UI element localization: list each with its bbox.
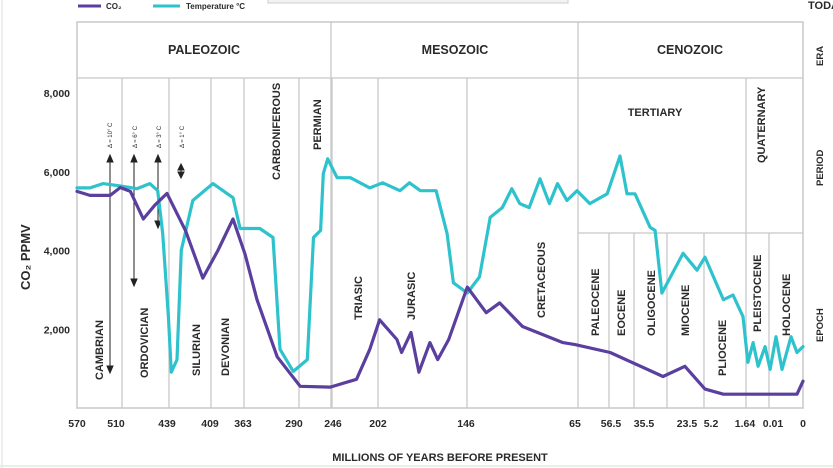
period-cretaceous: CRETACEOUS [536,242,548,318]
x-tick-label: 5.2 [704,418,719,430]
epoch-miocene: MIOCENE [680,285,692,336]
y-axis-label: CO₂ PPMV [18,224,33,290]
legend: CO₂ Temperature °C [78,2,245,11]
epoch-pliocene: PLIOCENE [717,320,729,376]
x-tick-label: 510 [107,418,125,430]
period-devonian: DEVONIAN [220,318,232,376]
x-tick-label: 35.5 [634,418,655,430]
x-tick-label: 246 [324,418,342,430]
x-tick-label: 290 [285,418,303,430]
epoch-oligocene: OLIGOCENE [646,270,658,336]
period-permian: PERMIAN [312,99,324,150]
y-tick-label: 8,000 [44,88,70,100]
x-axis-label: MILLIONS OF YEARS BEFORE PRESENT [332,452,548,464]
row-label-era: ERA [815,46,826,66]
chart-frame [76,21,804,409]
co2-line [75,185,805,396]
x-tick-label: 363 [234,418,252,430]
legend-temperature-label: Temperature °C [186,2,245,11]
period-ordovician: ORDOVICIAN [139,308,151,378]
arrow-heads-delta-6 [130,153,138,288]
annotation-delta-6: Δ ≈ 6° C [133,125,139,148]
annotation-delta-3: Δ ≈ 3° C [157,125,163,148]
epoch-paleocene: PALEOCENE [590,268,602,336]
x-tick-label: 146 [457,418,475,430]
geologic-timescale-grid [76,21,804,409]
x-tick-label: 23.5 [677,418,698,430]
period-tertiary: TERTIARY [628,107,683,119]
epoch-pleistocene: PLEISTOCENE [752,255,764,332]
annotation-delta-1: Δ ≈ 1° C [180,125,186,148]
era-paleozoic: PALEOZOIC [168,43,240,57]
epoch-eocene: EOCENE [616,290,628,336]
period-triasic: TRIASIC [353,276,365,320]
period-jurasic: JURASIC [406,272,418,320]
period-quaternary: QUATERNARY [756,86,768,163]
x-tick-label: 202 [369,418,387,430]
x-tick-label: 56.5 [601,418,622,430]
y-tick-label: 6,000 [44,167,70,179]
y-tick-label: 2,000 [44,324,70,336]
temperature-delta-annotations: Δ ≈ 10° C Δ ≈ 6° C Δ ≈ 3° C Δ ≈ 1° C [106,122,186,375]
period-cambrian: CAMBRIAN [94,320,106,380]
annotation-delta-10: Δ ≈ 10° C [108,122,114,148]
y-tick-label: 4,000 [44,246,70,258]
x-tick-label: 570 [68,418,86,430]
x-tick-label: 0.01 [763,418,784,430]
x-tick-label: 1.64 [735,418,756,430]
legend-co2-label: CO₂ [106,2,122,11]
arrow-heads-delta-10 [106,153,114,375]
x-tick-label: 65 [569,418,581,430]
era-cenozoic: CENOZOIC [657,43,723,57]
row-label-epoch: EPOCH [815,308,826,342]
temperature-line [75,154,805,374]
row-label-period: PERIOD [815,149,826,186]
period-silurian: SILURIAN [191,324,203,376]
epoch-holocene: HOLOCENE [781,274,793,336]
x-tick-label: 439 [158,418,176,430]
top-panel-edge [267,0,569,4]
x-tick-label: 409 [201,418,219,430]
arrow-heads-delta-1 [177,162,185,180]
period-carboniferous: CARBONIFEROUS [271,83,283,180]
today-label: TODAY [808,0,833,12]
arrow-heads-delta-3 [154,153,162,230]
x-tick-label: 0 [800,418,806,430]
era-mesozoic: MESOZOIC [422,43,489,57]
